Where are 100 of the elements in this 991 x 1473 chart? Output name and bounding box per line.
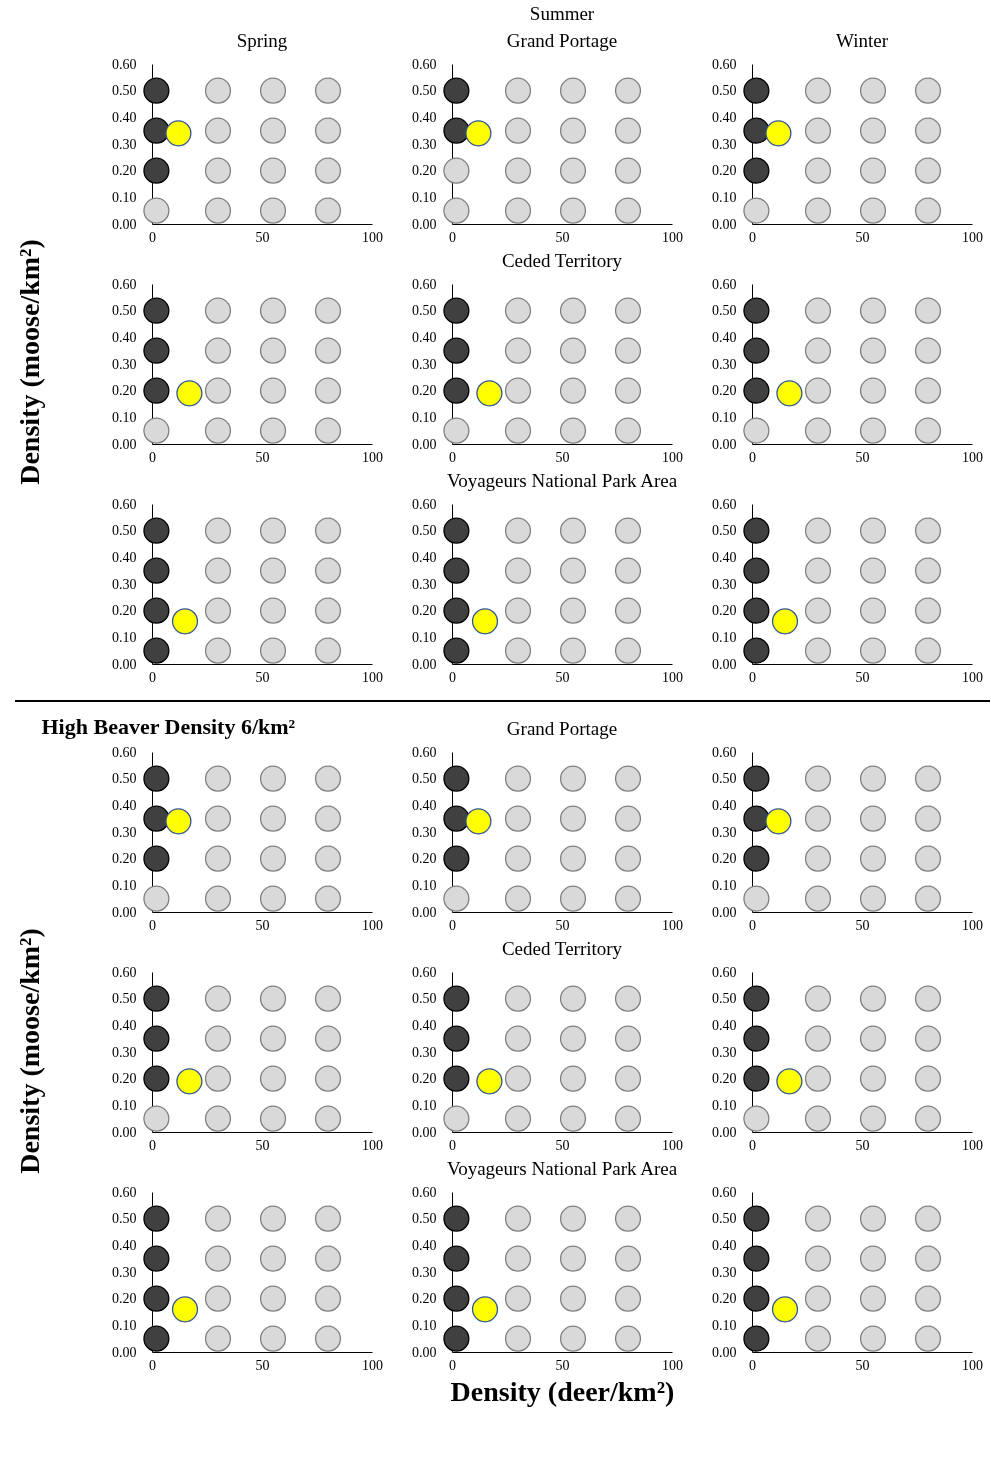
point: [765, 808, 792, 835]
y-tick-label: 0.30: [412, 824, 437, 840]
y-tick-label: 0.20: [412, 163, 437, 179]
point: [804, 157, 832, 184]
y-tick-label: 0.40: [412, 329, 437, 345]
point: [204, 337, 232, 364]
point: [143, 117, 170, 144]
x-tick-label: 50: [255, 917, 270, 933]
point: [314, 1325, 342, 1352]
point: [614, 417, 642, 444]
point: [259, 77, 287, 104]
point: [559, 377, 587, 404]
point: [314, 1065, 342, 1092]
y-tick-label: 0.00: [112, 436, 137, 452]
y-tick-label: 0.30: [112, 136, 137, 152]
y-tick-label: 0.10: [412, 409, 437, 425]
y-tick-label: 0.50: [112, 771, 137, 787]
point: [743, 197, 770, 224]
point: [314, 1285, 342, 1312]
point: [143, 377, 170, 404]
y-tick-label: 0.20: [712, 163, 737, 179]
y-tick-label: 0.60: [412, 744, 437, 760]
y-axis-title: Density (moose/km²): [14, 239, 46, 485]
point: [914, 597, 942, 624]
x-tick-label: 0: [749, 449, 756, 465]
point: [143, 77, 170, 104]
y-tick-label: 0.50: [712, 83, 737, 99]
point: [914, 517, 942, 544]
y-tick-label: 0.50: [112, 1211, 137, 1227]
y-tick-label: 0.50: [112, 991, 137, 1007]
point: [859, 197, 887, 224]
point: [614, 805, 642, 832]
y-tick-label: 0.00: [412, 1344, 437, 1360]
point: [804, 985, 832, 1012]
point: [204, 77, 232, 104]
y-tick-label: 0.30: [412, 136, 437, 152]
point: [143, 197, 170, 224]
point: [859, 885, 887, 912]
point: [614, 197, 642, 224]
point: [504, 197, 532, 224]
point: [259, 765, 287, 792]
x-tick-label: 0: [749, 229, 756, 245]
point: [614, 1325, 642, 1352]
point: [204, 197, 232, 224]
point: [143, 157, 170, 184]
point: [465, 808, 492, 835]
point: [443, 597, 470, 624]
y-tick-label: 0.60: [712, 56, 737, 72]
point: [143, 1205, 170, 1232]
point: [859, 557, 887, 584]
point: [743, 337, 770, 364]
point: [859, 517, 887, 544]
y-tick-label: 0.10: [112, 189, 137, 205]
point: [859, 597, 887, 624]
point: [914, 417, 942, 444]
chart-title: Ceded Territory: [501, 938, 623, 959]
x-tick-label: 100: [662, 1357, 683, 1373]
y-tick-label: 0.10: [412, 189, 437, 205]
point: [259, 377, 287, 404]
point: [504, 805, 532, 832]
point: [859, 1105, 887, 1132]
point: [443, 1285, 470, 1312]
point: [614, 845, 642, 872]
x-tick-label: 50: [855, 917, 870, 933]
point: [143, 1025, 170, 1052]
y-tick-label: 0.00: [112, 1124, 137, 1140]
point: [859, 1285, 887, 1312]
point: [504, 885, 532, 912]
point: [259, 597, 287, 624]
point: [314, 77, 342, 104]
point: [743, 1105, 770, 1132]
point: [559, 1025, 587, 1052]
point: [314, 517, 342, 544]
point: [743, 117, 770, 144]
point: [559, 1325, 587, 1352]
y-tick-label: 0.00: [412, 1124, 437, 1140]
y-tick-label: 0.10: [112, 1317, 137, 1333]
point: [471, 608, 499, 635]
point: [504, 337, 532, 364]
x-tick-label: 100: [962, 1137, 983, 1153]
y-tick-label: 0.10: [712, 877, 737, 893]
y-tick-label: 0.20: [112, 851, 137, 867]
y-tick-label: 0.40: [412, 1017, 437, 1033]
point: [143, 337, 170, 364]
point: [314, 1105, 342, 1132]
y-tick-label: 0.00: [712, 1124, 737, 1140]
y-tick-label: 0.00: [112, 904, 137, 920]
point: [504, 985, 532, 1012]
point: [259, 1025, 287, 1052]
point: [914, 297, 942, 324]
point: [614, 517, 642, 544]
y-tick-label: 0.20: [412, 1291, 437, 1307]
y-tick-label: 0.10: [412, 629, 437, 645]
point: [559, 637, 587, 664]
point: [614, 1245, 642, 1272]
point: [204, 597, 232, 624]
point: [804, 297, 832, 324]
point: [504, 1205, 532, 1232]
point: [143, 805, 170, 832]
point: [504, 557, 532, 584]
